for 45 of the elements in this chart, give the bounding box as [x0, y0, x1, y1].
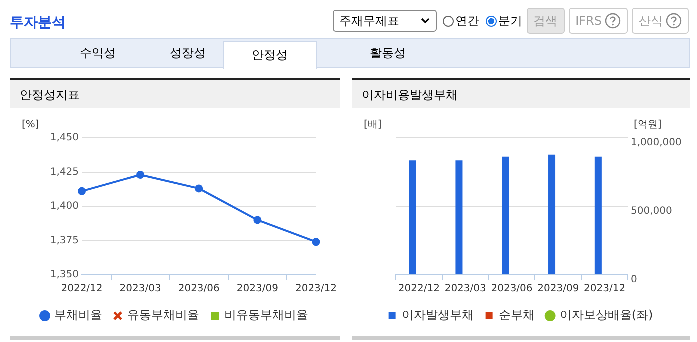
- y2-tick-label: 0: [631, 274, 638, 286]
- text: 검색: [526, 8, 565, 34]
- legend-label: 이자보상배율(좌): [560, 308, 654, 322]
- x-tick-label: 2023/09: [538, 284, 580, 295]
- legend-label: 비유동부채비율: [224, 308, 308, 322]
- text: 연간: [454, 12, 480, 30]
- y2-tick-label: 500,000: [631, 206, 672, 218]
- point: [136, 170, 145, 179]
- chart-title: 이자비용발생부채: [352, 78, 690, 108]
- legend-label: 이자발생부채: [402, 308, 474, 322]
- chart-title: 안정성지표: [10, 78, 340, 108]
- text: 성장성: [169, 44, 207, 62]
- y-tick-label: 1,450: [50, 132, 79, 144]
- text: 수익성: [79, 44, 117, 62]
- y-tick-label: 1,350: [50, 270, 79, 281]
- y-tick-label: 1,400: [50, 201, 79, 212]
- point: [78, 187, 86, 196]
- y-tick-label: 1,375: [50, 235, 79, 246]
- x-tick-label: 2022/12: [398, 284, 440, 295]
- point: [195, 184, 204, 193]
- x-tick-label: 2023/03: [120, 284, 162, 295]
- y-axis-title: [%]: [22, 120, 40, 131]
- text: 활동성: [369, 44, 407, 62]
- y-tick-label: 1,425: [50, 166, 79, 178]
- point: [254, 216, 262, 224]
- y2-axis-title: [억원]: [634, 120, 662, 131]
- text: IFRS: [568, 8, 628, 34]
- x-tick-label: 2023/12: [295, 284, 337, 295]
- text: 산식: [632, 8, 689, 34]
- x-tick-label: 2023/09: [236, 284, 278, 295]
- x-tick-label: 2023/06: [178, 284, 220, 295]
- text: 투자분석: [10, 14, 66, 32]
- y-axis-title: [배]: [364, 120, 382, 131]
- legend-label: 부채비율: [54, 308, 102, 322]
- x-tick-label: 2022/12: [61, 284, 103, 295]
- legend-label: 유동부채비율: [128, 308, 200, 322]
- text: 안정성: [223, 41, 317, 69]
- text: 분기: [498, 12, 523, 30]
- x-tick-label: 2023/06: [491, 284, 533, 295]
- x-tick-label: 2023/12: [584, 284, 626, 295]
- legend-label: 순부채: [498, 308, 535, 322]
- point: [312, 238, 320, 246]
- x-tick-label: 2023/03: [444, 284, 486, 295]
- y2-tick-label: 1,000,000: [631, 138, 682, 149]
- text: 주재무제표: [340, 12, 400, 30]
